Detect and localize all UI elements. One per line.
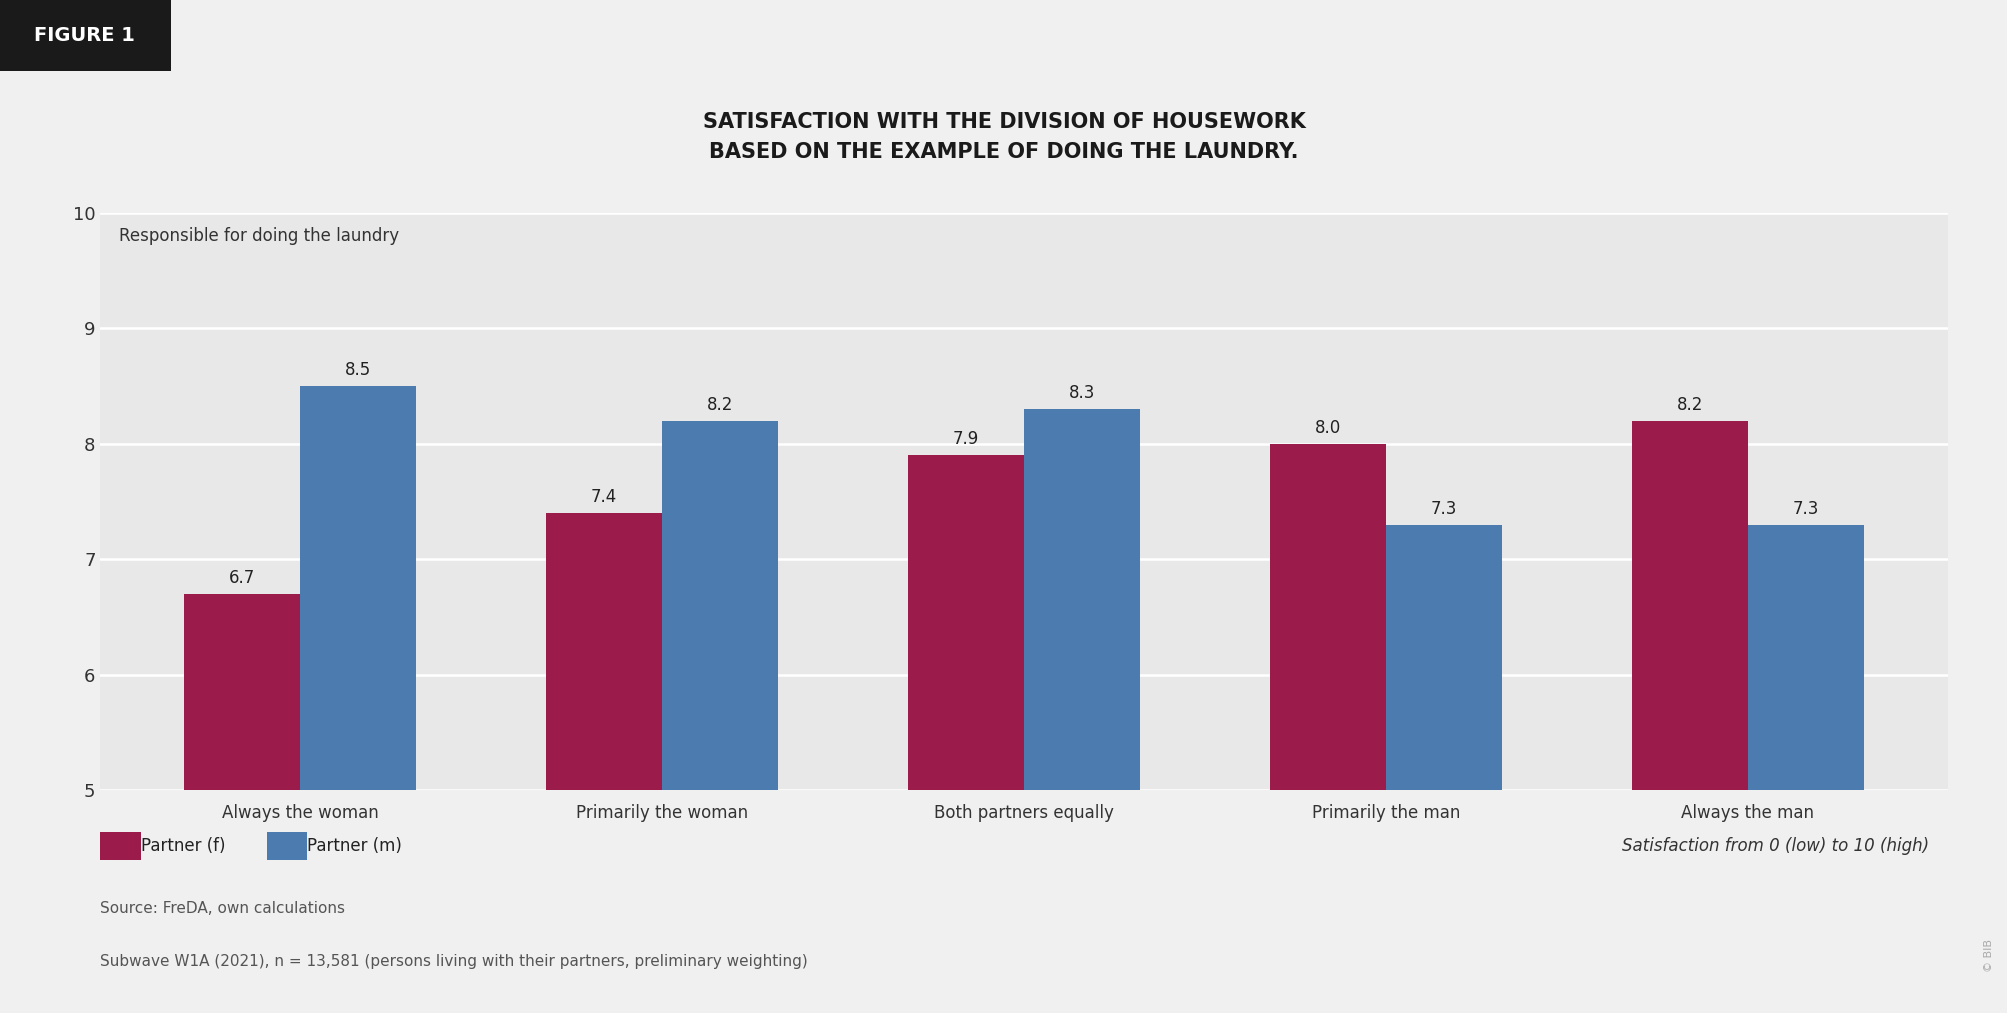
Text: Source: FreDA, own calculations: Source: FreDA, own calculations [100,902,345,916]
Bar [185,594,299,1013]
FancyBboxPatch shape [0,0,171,71]
Text: 7.3: 7.3 [1431,499,1457,518]
Bar [100,832,140,860]
Text: 8.3: 8.3 [1068,384,1094,402]
Bar [907,455,1024,1013]
Text: © BIB: © BIB [1983,939,1993,972]
Text: SATISFACTION WITH THE DIVISION OF HOUSEWORK
BASED ON THE EXAMPLE OF DOING THE LA: SATISFACTION WITH THE DIVISION OF HOUSEW… [702,112,1305,161]
Text: 8.2: 8.2 [1676,396,1702,413]
Text: Partner (f): Partner (f) [140,837,225,855]
Bar [1270,444,1385,1013]
Text: 7.3: 7.3 [1792,499,1818,518]
Text: Partner (m): Partner (m) [307,837,401,855]
Bar [267,832,307,860]
Text: FIGURE 1: FIGURE 1 [34,26,134,45]
Bar [662,420,777,1013]
Text: 8.0: 8.0 [1315,418,1341,437]
Text: 7.4: 7.4 [590,488,616,506]
Text: Subwave W1A (2021), n = 13,581 (persons living with their partners, preliminary : Subwave W1A (2021), n = 13,581 (persons … [100,954,807,968]
Text: 6.7: 6.7 [229,569,255,587]
Bar [299,386,415,1013]
Bar [546,513,662,1013]
Bar [1748,525,1862,1013]
Text: Satisfaction from 0 (low) to 10 (high): Satisfaction from 0 (low) to 10 (high) [1622,837,1929,855]
Text: 7.9: 7.9 [953,431,979,449]
Text: 8.2: 8.2 [706,396,733,413]
Text: 8.5: 8.5 [345,361,371,379]
Bar [1385,525,1501,1013]
Bar [1632,420,1748,1013]
Bar [1024,409,1140,1013]
Text: Responsible for doing the laundry: Responsible for doing the laundry [118,227,399,245]
